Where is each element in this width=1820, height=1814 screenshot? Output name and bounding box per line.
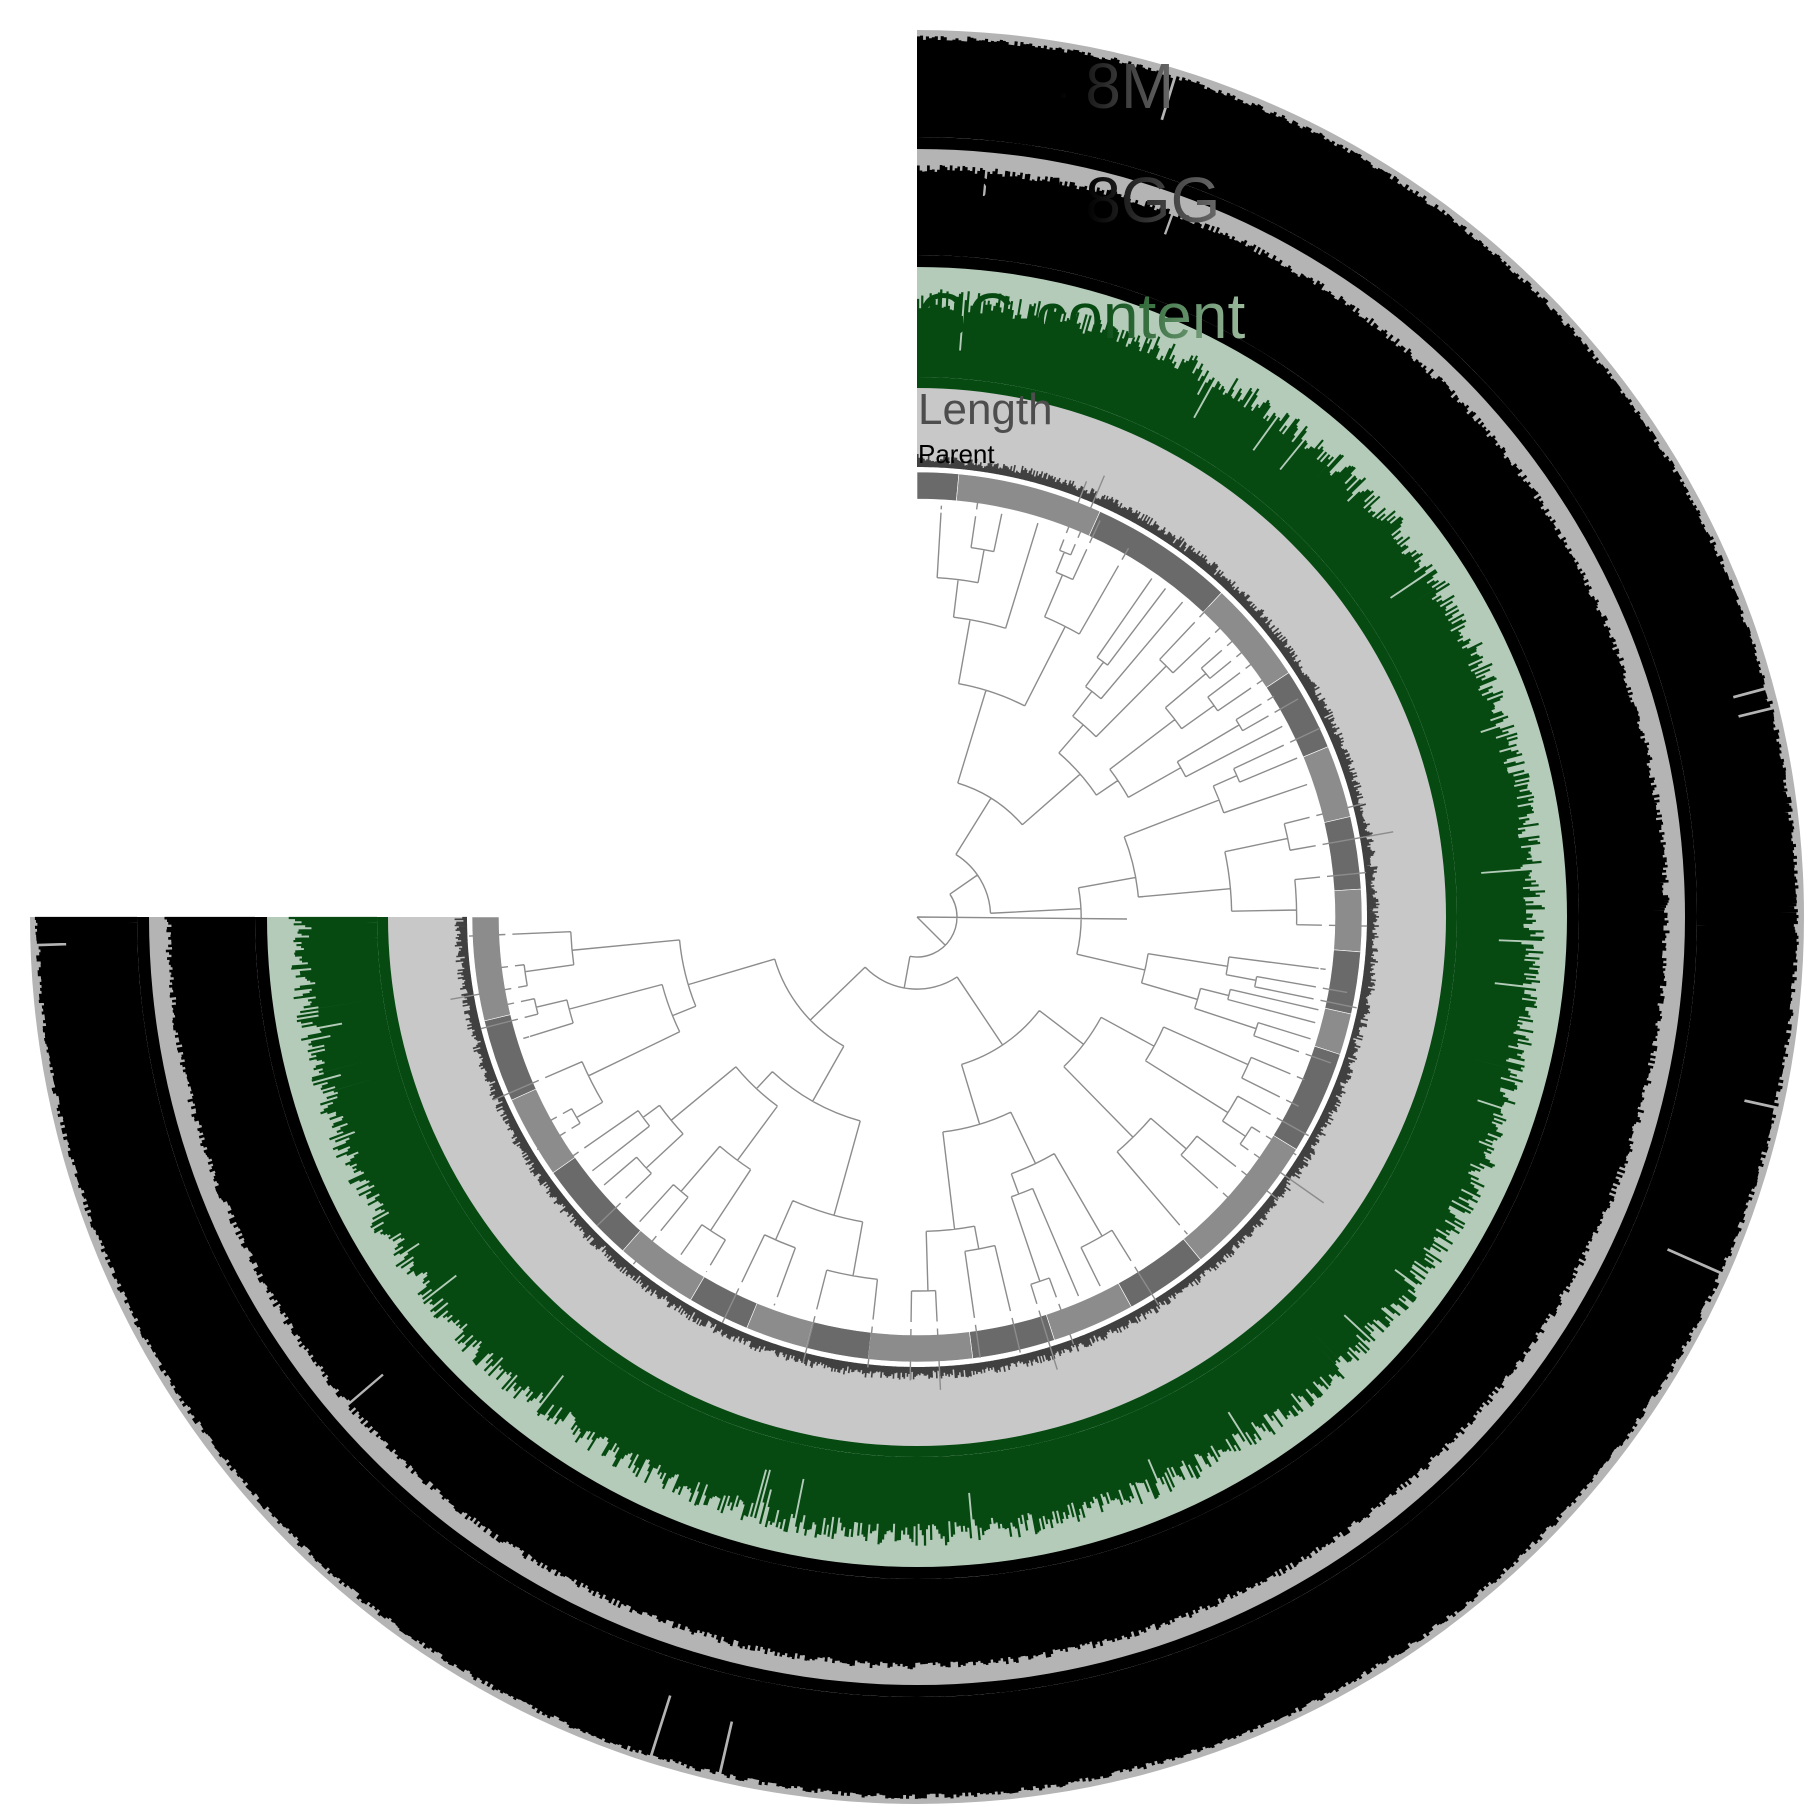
parent-segment — [1333, 888, 1363, 953]
layer-label-gc-content: GC-content — [918, 280, 1245, 352]
layer-label-parent: Parent — [918, 439, 995, 469]
layer-labels: P214 8M P214 8GG GC-content Length Paren… — [918, 50, 1245, 469]
dendrogram-branches — [450, 475, 1394, 1390]
parent-ring — [471, 471, 1363, 1363]
parent-segment — [916, 471, 960, 502]
layer-label-p214-8m: P214 8M — [918, 50, 1174, 122]
parent-segment — [805, 1321, 872, 1360]
parent-segment — [1323, 816, 1362, 892]
parent-segment — [1314, 1007, 1352, 1055]
layer-label-p214-8gg: P214 8GG — [918, 164, 1220, 236]
parent-segment — [867, 1331, 974, 1363]
layer-label-length: Length — [918, 385, 1053, 434]
dendrogram — [450, 475, 1394, 1390]
